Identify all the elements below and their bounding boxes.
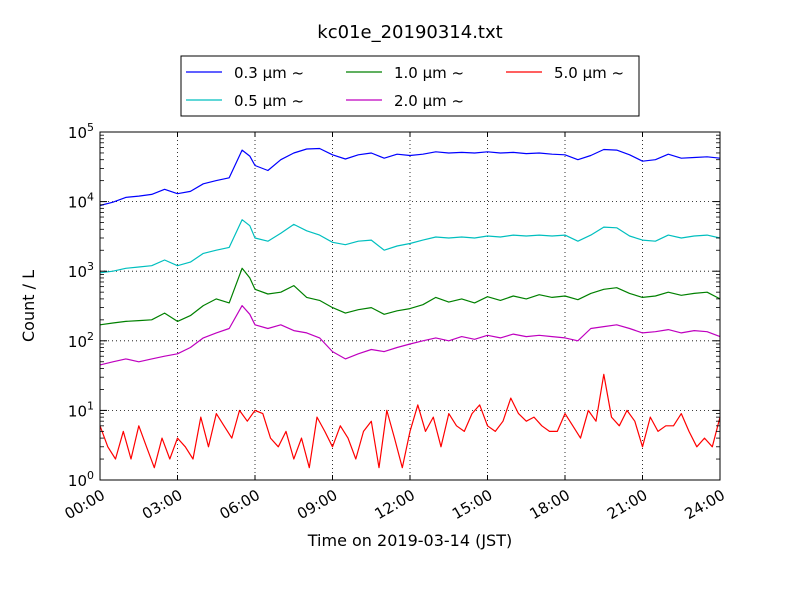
legend-label-3: 2.0 µm ~	[394, 92, 464, 110]
series-line-3	[99, 305, 721, 366]
legend-label-4: 5.0 µm ~	[554, 64, 624, 82]
series-group	[99, 147, 721, 469]
y-tick-label: 102	[68, 330, 94, 351]
series-line-2	[99, 267, 721, 326]
y-axis-label: Count / L	[19, 270, 38, 342]
series-line-0	[99, 147, 721, 207]
series-line-1	[99, 219, 721, 274]
legend-box	[180, 55, 640, 117]
y-tick-label: 104	[68, 191, 94, 212]
x-axis-label: Time on 2019-03-14 (JST)	[307, 531, 512, 550]
legend-label-0: 0.3 µm ~	[234, 64, 304, 82]
legend-label-1: 0.5 µm ~	[234, 92, 304, 110]
chart-title: kc01e_20190314.txt	[317, 22, 502, 43]
legend-label-2: 1.0 µm ~	[394, 64, 464, 82]
y-tick-label: 103	[68, 260, 94, 281]
y-tick-label: 105	[68, 121, 94, 142]
y-tick-label: 100	[68, 469, 94, 490]
legend: 0.3 µm ~ 0.5 µm ~ 1.0 µm ~ 2.0 µm ~ 5.0 µm ~	[180, 55, 640, 117]
series-line-4	[99, 373, 721, 469]
y-tick-label: 101	[68, 399, 94, 420]
